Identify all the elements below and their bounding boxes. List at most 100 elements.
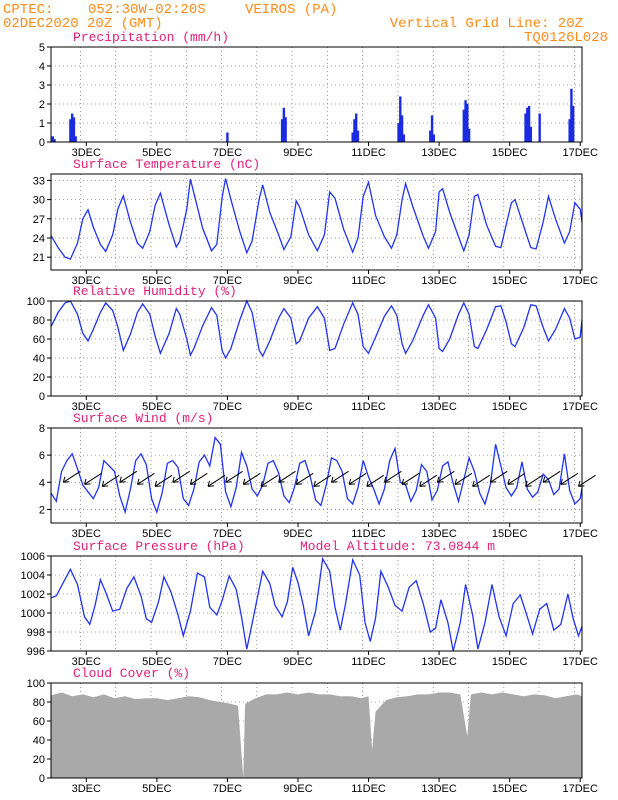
precip-bar	[51, 136, 54, 142]
wind-arrow-head	[454, 478, 462, 485]
x-tick-label: 11DEC	[351, 275, 386, 287]
x-tick-label: 17DEC	[563, 147, 599, 159]
wind-arrow	[542, 470, 561, 483]
precip-bar	[466, 104, 469, 142]
wind-arrow-head	[401, 478, 409, 485]
y-tick-label: 30	[33, 195, 45, 207]
wind-arrow-head	[260, 480, 267, 487]
x-tick-label: 9DEC	[283, 147, 312, 159]
precip-bar	[429, 130, 432, 142]
wind-arrow-head	[507, 478, 514, 485]
precip-bar	[70, 113, 74, 142]
x-tick-label: 5DEC	[142, 528, 171, 540]
wind-arrow	[437, 470, 455, 483]
wind-arrow-head	[313, 480, 320, 487]
y-tick-label: 40	[33, 353, 45, 365]
panel-2: Surface Temperature (nC) 21 24 27 30 33 3DEC 5D…	[33, 157, 598, 287]
precip-bar	[351, 132, 354, 142]
wind-arrow	[366, 474, 385, 487]
precip-bar	[402, 134, 406, 142]
y-tick-label: 4	[39, 477, 45, 489]
x-tick-label: 11DEC	[351, 528, 386, 540]
precip-bar	[354, 113, 358, 142]
panel-title: Surface Temperature (nC)	[73, 157, 260, 172]
y-tick-label: 33	[33, 175, 45, 187]
y-tick-label: 0	[39, 137, 45, 149]
y-tick-label: 0	[39, 391, 45, 403]
y-tick-label: 5	[39, 42, 45, 54]
wind-arrow-head	[154, 480, 162, 487]
panel-4: Surface Wind (m/s) 2 4 6 8 3DEC 5DEC 7DEC 9DEC 11…	[39, 411, 598, 540]
y-tick-label: 60	[33, 334, 45, 346]
x-tick-label: 13DEC	[421, 401, 457, 413]
x-tick-label: 15DEC	[492, 401, 528, 413]
wind-arrow-head	[62, 476, 70, 483]
y-tick-label: 1004	[21, 570, 45, 582]
x-tick-label: 13DEC	[421, 275, 457, 287]
wind_speed-line	[50, 435, 583, 515]
panel-1: Precipitation (mm/h) 0 1 2 3 4 5 3DEC 5DEC 7DEC 9D…	[39, 30, 598, 159]
wind-arrow-head	[489, 476, 497, 483]
panel-frame	[50, 682, 583, 779]
x-tick-label: 17DEC	[563, 275, 599, 287]
y-tick-label: 8	[39, 423, 45, 435]
precip-bar	[74, 136, 77, 142]
wind-arrow-head	[577, 480, 585, 487]
y-tick-label: 80	[33, 315, 45, 327]
panel-title: Relative Humidity (%)	[73, 284, 237, 299]
x-tick-label: 11DEC	[351, 656, 386, 668]
panel-6: Cloud Cover (%) 0 20 40 60 80 100 3DEC 5DEC 7DEC 9…	[27, 666, 598, 795]
wind-arrow-head	[278, 476, 285, 483]
x-tick-label: 3DEC	[72, 275, 101, 287]
panel-title: Surface Pressure (hPa)	[73, 539, 245, 554]
precip-bar	[353, 119, 356, 142]
x-tick-label: 11DEC	[351, 783, 386, 795]
x-tick-label: 3DEC	[72, 147, 101, 159]
wind-arrow-head	[101, 480, 109, 487]
wind-arrow-head	[542, 476, 550, 483]
wind-arrow-head	[242, 478, 250, 485]
x-tick-label: 5DEC	[142, 147, 171, 159]
precip-bar	[53, 139, 56, 142]
y-tick-label: 6	[39, 450, 45, 462]
y-tick-label: 20	[33, 754, 45, 766]
x-tick-label: 17DEC	[563, 401, 599, 413]
panel-frame	[50, 427, 583, 524]
header-station: VEIROS (PA)	[245, 2, 337, 18]
wind-arrow	[137, 472, 155, 485]
precip-bar	[524, 113, 527, 142]
x-tick-label: 5DEC	[142, 783, 171, 795]
wind-arrow	[454, 472, 473, 485]
panel-subtitle: Model Altitude: 73.0844 m	[300, 539, 495, 554]
wind-arrow-head	[207, 480, 215, 487]
wind-arrow	[225, 470, 243, 483]
wind-arrow	[401, 472, 420, 485]
x-tick-label: 7DEC	[213, 783, 242, 795]
x-tick-label: 9DEC	[283, 275, 312, 287]
wind-arrow-head	[472, 480, 479, 487]
humidity-line	[50, 299, 583, 360]
y-tick-label: 3	[39, 80, 45, 92]
x-tick-label: 13DEC	[421, 783, 457, 795]
wind-arrow	[63, 470, 81, 483]
wind-arrow	[313, 474, 332, 487]
precip-bar	[526, 107, 529, 142]
wind-arrow	[295, 472, 314, 485]
x-tick-label: 5DEC	[142, 656, 171, 668]
wind-arrow-head	[84, 478, 91, 485]
precip-bar	[529, 126, 533, 142]
y-tick-label: 1002	[21, 589, 45, 601]
x-tick-label: 3DEC	[72, 528, 101, 540]
wind-arrow	[190, 472, 208, 485]
y-tick-label: 60	[33, 716, 45, 728]
wind-arrow	[172, 470, 190, 483]
wind-arrow	[507, 472, 526, 485]
panel-title: Cloud Cover (%)	[73, 666, 190, 681]
header-code: TQ0126L028	[524, 30, 608, 46]
temperature-line	[50, 178, 583, 260]
pressure-line	[50, 556, 583, 652]
precip-bar	[69, 119, 72, 142]
x-tick-label: 7DEC	[213, 656, 242, 668]
wind-arrow	[84, 472, 102, 485]
precip-bar	[570, 88, 573, 142]
